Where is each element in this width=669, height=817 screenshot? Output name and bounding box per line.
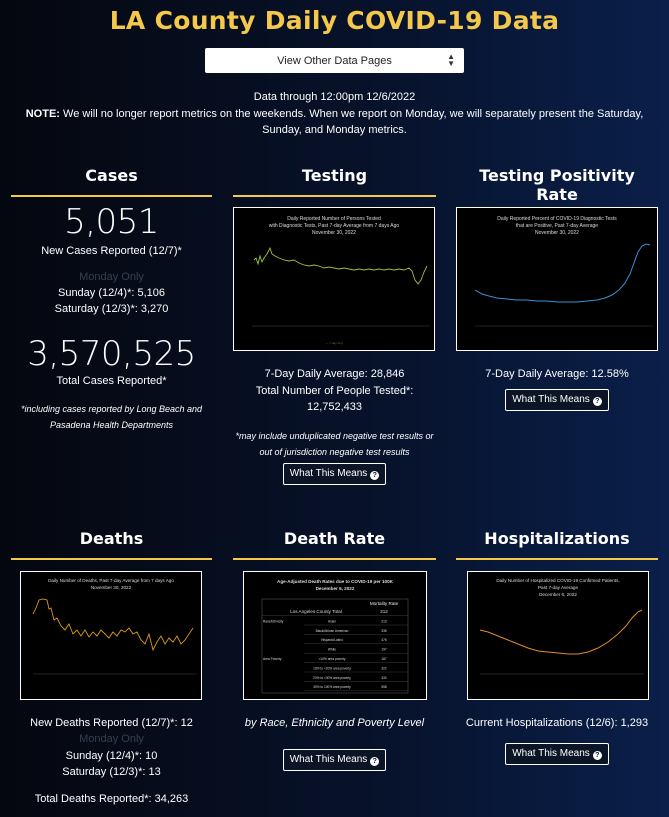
deaths-chart-title: Daily Number of Deaths, Past 7-day Avera… <box>48 578 174 583</box>
table-row-value: 322 <box>381 666 387 670</box>
note-text: NOTE: We will no longer report metrics o… <box>12 106 657 138</box>
testing-heading: Testing <box>301 166 368 185</box>
hospitalizations-heading: Hospitalizations <box>484 529 630 548</box>
table-row-label: <10% area poverty <box>319 657 346 661</box>
new-deaths: New Deaths Reported (12/7)*: 12 <box>30 717 193 729</box>
cases-heading: Cases <box>85 166 138 185</box>
testing-total-label: Total Number of People Tested*: <box>255 385 414 397</box>
cases-divider <box>11 195 212 197</box>
table-row-value: 312 <box>380 609 388 614</box>
death-rate-divider <box>233 558 436 560</box>
data-pages-dropdown[interactable]: View Other Data Pages ▲ ▼ <box>205 48 464 73</box>
positivity-what-this-means-button[interactable]: What This Means? <box>505 389 609 411</box>
positivity-heading: Testing Positivity Rate <box>479 166 635 204</box>
hospitalizations-divider <box>456 558 658 560</box>
svg-text:December 6, 2022: December 6, 2022 <box>539 592 577 597</box>
saturday-cases: Saturday (12/3)*: 3,270 <box>54 303 169 315</box>
table-row-label: Black/African American <box>316 629 349 633</box>
svg-text:with Diagnostic Tests, Past 7-: with Diagnostic Tests, Past 7-day Averag… <box>269 223 400 229</box>
data-through-date: Data through 12:00pm 12/6/2022 <box>253 91 416 103</box>
svg-text:November 30, 2022: November 30, 2022 <box>535 230 579 236</box>
testing-total-value: 12,752,433 <box>306 401 363 413</box>
table-row-label: Los Angeles County Total <box>290 609 342 614</box>
table-row-value: 197 <box>381 648 387 652</box>
testing-divider <box>233 195 436 197</box>
svg-text:December 6, 2022: December 6, 2022 <box>316 586 355 591</box>
hospitalizations-chart[interactable]: Daily Number of Hospitalized COVID-19 Co… <box>467 571 649 700</box>
death-rate-table-image[interactable]: Age-Adjusted Death Rates due to COVID-19… <box>243 571 427 700</box>
death-rate-heading: Death Rate <box>283 529 386 548</box>
positivity-chart[interactable]: Daily Reported Percent of COVID-19 Diagn… <box>456 207 658 351</box>
testing-average: 7-Day Daily Average: 28,846 <box>264 368 405 380</box>
positivity-trend-line <box>474 243 651 303</box>
table-row-label: 20% to <30% area poverty <box>313 676 351 680</box>
total-cases-value: 3,570,525 <box>27 334 196 374</box>
question-icon: ? <box>592 397 602 406</box>
chevron-updown-icon: ▲ ▼ <box>447 52 455 68</box>
saturday-deaths: Saturday (12/3)*: 13 <box>62 766 161 778</box>
testing-what-this-means-button[interactable]: What This Means? <box>282 463 387 485</box>
table-row-label: 10% to <20% area poverty <box>313 666 351 670</box>
table-row-value: 336 <box>381 629 387 633</box>
table-row-value: 430 <box>381 676 387 680</box>
new-cases-label: New Cases Reported (12/7)* <box>41 245 182 257</box>
testing-footnote: *may include unduplicated negative test … <box>235 431 434 457</box>
page-title: LA County Daily COVID-19 Data <box>109 6 560 35</box>
hospitalizations-what-this-means-button[interactable]: What This Means? <box>505 743 609 765</box>
hospitalizations-chart-title: Daily Number of Hospitalized COVID-19 Co… <box>496 578 619 583</box>
question-icon: ? <box>370 471 380 480</box>
table-row-label: Asian <box>328 619 336 623</box>
table-row-label: White <box>328 648 336 652</box>
testing-section: Testing <box>233 166 436 197</box>
hospitalizations-trend-line <box>479 609 643 655</box>
sunday-cases: Sunday (12/4)*: 5,106 <box>57 287 166 299</box>
sunday-deaths: Sunday (12/4)*: 10 <box>65 750 158 762</box>
table-row-group: Race/Ethnicity <box>263 619 284 623</box>
table-row-value: 213 <box>381 619 387 623</box>
testing-trend-line <box>253 246 428 285</box>
positivity-chart-title: Daily Reported Percent of COVID-19 Diagn… <box>497 216 617 222</box>
deaths-trend-line <box>32 598 194 652</box>
deaths-divider <box>11 558 212 560</box>
svg-text:Past 7-day Average: Past 7-day Average <box>538 585 578 590</box>
monday-only-label: Monday Only <box>79 271 144 283</box>
cases-section: Cases <box>11 166 212 197</box>
deaths-section: Deaths <box>11 529 212 560</box>
question-icon: ? <box>592 751 602 760</box>
positivity-average: 7-Day Daily Average: 12.58% <box>485 368 629 380</box>
total-deaths: Total Deaths Reported*: 34,263 <box>34 793 189 805</box>
svg-text:— 7-day Avg: — 7-day Avg <box>325 341 342 345</box>
death-rate-what-this-means-button[interactable]: What This Means? <box>282 749 387 771</box>
table-row-value: 558 <box>381 685 387 689</box>
table-row-value: 476 <box>381 638 387 642</box>
death-rate-section: Death Rate <box>233 529 436 560</box>
death-rate-subtitle: by Race, Ethnicity and Poverty Level <box>244 717 425 729</box>
testing-chart[interactable]: Daily Reported Number of Persons Tested … <box>233 207 435 351</box>
deaths-heading: Deaths <box>79 529 144 548</box>
deaths-monday-only: Monday Only <box>79 733 144 745</box>
svg-text:November 30, 2022: November 30, 2022 <box>312 230 356 236</box>
death-rate-chart-title: Age-Adjusted Death Rates due to COVID-19… <box>277 579 394 584</box>
cases-footnote: *including cases reported by Long Beach … <box>20 404 203 430</box>
svg-text:November 30, 2022: November 30, 2022 <box>91 585 132 590</box>
table-row-group: Area Poverty <box>263 657 282 661</box>
note-body: We will no longer report metrics on the … <box>59 108 644 136</box>
new-cases-value: 5,051 <box>64 202 159 242</box>
question-icon: ? <box>370 757 380 766</box>
hospitalizations-section: Hospitalizations <box>456 529 658 560</box>
current-hospitalizations: Current Hospitalizations (12/6): 1,293 <box>465 717 649 729</box>
svg-text:that are Positive, Past 7-day: that are Positive, Past 7-day Average <box>516 223 598 229</box>
note-label: NOTE: <box>25 108 60 120</box>
testing-chart-title: Daily Reported Number of Persons Tested <box>287 216 381 222</box>
table-row-label: 30% to 100% area poverty <box>313 685 351 689</box>
total-cases-label: Total Cases Reported* <box>56 375 167 387</box>
deaths-chart[interactable]: Daily Number of Deaths, Past 7-day Avera… <box>20 571 202 700</box>
dropdown-label: View Other Data Pages <box>277 54 392 67</box>
mortality-rate-header: Mortality Rate <box>370 601 399 606</box>
table-row-value: 187 <box>381 657 387 661</box>
table-row-label: Hispanic/Latino <box>321 638 343 642</box>
